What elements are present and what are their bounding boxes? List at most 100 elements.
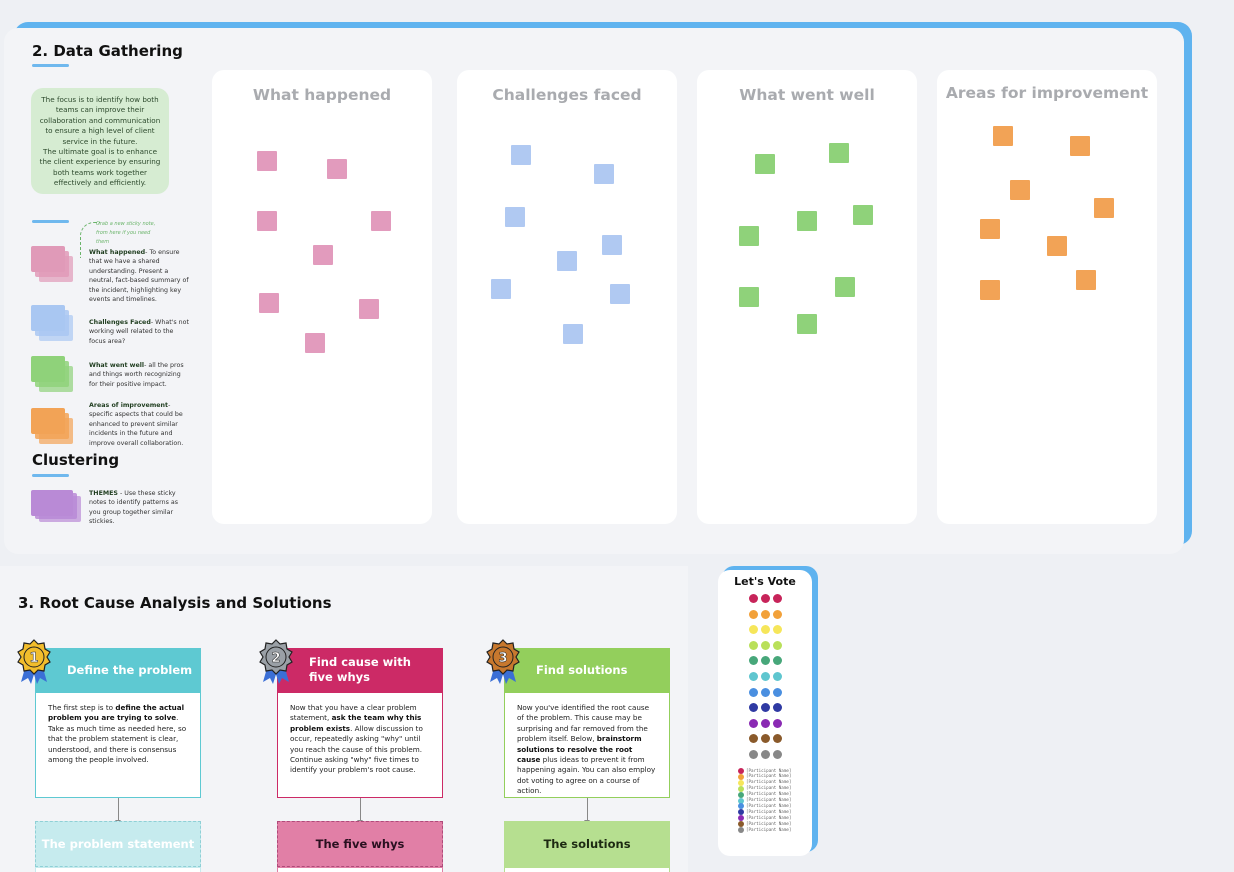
sticky-note[interactable] xyxy=(739,226,759,246)
step-3-output-area[interactable] xyxy=(504,867,670,872)
sticky-note[interactable] xyxy=(980,280,1000,300)
vote-dot[interactable] xyxy=(749,687,758,697)
vote-dot[interactable] xyxy=(773,594,782,603)
vote-dot[interactable] xyxy=(749,656,758,666)
vote-dot[interactable] xyxy=(773,703,782,713)
vote-dot[interactable] xyxy=(761,656,770,666)
column-areas-for-improvement[interactable]: Areas for improvement xyxy=(937,70,1157,524)
sticky-note[interactable] xyxy=(602,235,622,255)
column-what-happened[interactable]: What happened xyxy=(212,70,432,524)
vote-dot[interactable] xyxy=(773,750,782,759)
sticky-note[interactable] xyxy=(257,211,277,231)
participant-dot[interactable] xyxy=(738,779,744,786)
vote-dot[interactable] xyxy=(761,609,770,619)
what-happened-sticky-stack[interactable] xyxy=(31,246,73,282)
vote-dot[interactable] xyxy=(773,734,782,744)
challenges-faced-sticky-stack[interactable] xyxy=(31,305,73,341)
step-3-output-header[interactable]: The solutions xyxy=(504,821,670,867)
sticky-note[interactable] xyxy=(739,287,759,307)
what-went-well-sticky-stack[interactable] xyxy=(31,356,73,392)
sticky-note[interactable] xyxy=(980,219,1000,239)
sticky-note[interactable] xyxy=(1094,198,1114,218)
sticky-note[interactable] xyxy=(829,143,849,163)
vote-dot[interactable] xyxy=(749,594,758,603)
vote-dot[interactable] xyxy=(761,703,770,713)
vote-dot[interactable] xyxy=(773,672,782,681)
sticky-note[interactable] xyxy=(755,154,775,174)
sticky-note[interactable] xyxy=(305,333,325,353)
sticky-note[interactable] xyxy=(1076,270,1096,290)
sticky-note[interactable] xyxy=(1047,236,1067,256)
column-challenges-faced[interactable]: Challenges faced xyxy=(457,70,677,524)
vote-dot[interactable] xyxy=(749,625,758,635)
sticky-note[interactable] xyxy=(835,277,855,297)
vote-dot[interactable] xyxy=(761,640,770,650)
sticky-note[interactable] xyxy=(563,324,583,344)
participant-label: [Participant Name] xyxy=(746,802,792,808)
sticky-note[interactable] xyxy=(257,151,277,171)
vote-dot[interactable] xyxy=(773,718,782,728)
participant-dot[interactable] xyxy=(738,785,744,792)
step-2-output-header[interactable]: The five whys xyxy=(277,821,443,867)
vote-dot[interactable] xyxy=(773,640,782,650)
vote-dot[interactable] xyxy=(749,703,758,713)
sticky-note[interactable] xyxy=(1010,180,1030,200)
vote-dot[interactable] xyxy=(749,609,758,619)
sticky-note[interactable] xyxy=(511,145,531,165)
participant-dot[interactable] xyxy=(738,773,744,780)
sticky-note[interactable] xyxy=(505,207,525,227)
sticky-note[interactable] xyxy=(491,279,511,299)
sticky-note[interactable] xyxy=(853,205,873,225)
vote-dot[interactable] xyxy=(773,656,782,666)
vote-dot[interactable] xyxy=(761,687,770,697)
step-1-output-area[interactable] xyxy=(35,867,201,872)
participant-dot[interactable] xyxy=(738,827,744,833)
participant-dot[interactable] xyxy=(738,791,744,798)
themes-sticky-stack[interactable] xyxy=(31,490,85,522)
vote-dot[interactable] xyxy=(773,625,782,635)
sticky-note[interactable] xyxy=(1070,136,1090,156)
step-3-header[interactable]: Find solutions xyxy=(504,648,670,692)
step-1-header[interactable]: Define the problem xyxy=(35,648,201,692)
sticky-note[interactable] xyxy=(371,211,391,231)
participant-dot[interactable] xyxy=(738,821,744,828)
sticky-note[interactable] xyxy=(993,126,1013,146)
vote-dot[interactable] xyxy=(749,750,758,759)
participant-dot[interactable] xyxy=(738,815,744,822)
column-what-went-well[interactable]: What went well xyxy=(697,70,917,524)
sticky-note[interactable] xyxy=(259,293,279,313)
step-2-description: Now that you have a clear problem statem… xyxy=(277,692,443,798)
sticky-note[interactable] xyxy=(797,314,817,334)
sticky-note[interactable] xyxy=(610,284,630,304)
participant-dot[interactable] xyxy=(738,768,744,774)
sticky-note[interactable] xyxy=(557,251,577,271)
step-2-header[interactable]: Find cause with five whys xyxy=(277,648,443,692)
step-2-output-area[interactable] xyxy=(277,867,443,872)
participant-dot[interactable] xyxy=(738,803,744,810)
vote-dot[interactable] xyxy=(761,734,770,744)
vote-dot[interactable] xyxy=(749,718,758,728)
vote-dot[interactable] xyxy=(749,672,758,681)
vote-dot[interactable] xyxy=(749,734,758,744)
vote-dot[interactable] xyxy=(749,640,758,650)
sticky-note[interactable] xyxy=(327,159,347,179)
step-1-output-header[interactable]: The problem statement xyxy=(35,821,201,867)
sticky-note[interactable] xyxy=(359,299,379,319)
participant-dot[interactable] xyxy=(738,809,744,816)
sticky-note[interactable] xyxy=(594,164,614,184)
sticky-note[interactable] xyxy=(313,245,333,265)
vote-dot[interactable] xyxy=(773,687,782,697)
participant-dot[interactable] xyxy=(738,797,744,804)
what-happened-description: What happened- To ensure that we have a … xyxy=(89,249,189,304)
vote-dot[interactable] xyxy=(761,750,770,759)
areas-of-improvement-sticky-stack[interactable] xyxy=(31,408,73,444)
vote-dot[interactable] xyxy=(773,609,782,619)
vote-dot[interactable] xyxy=(761,672,770,681)
column-title: Challenges faced xyxy=(492,86,642,104)
vote-dot[interactable] xyxy=(761,594,770,603)
participant-label: [Participant Name] xyxy=(746,791,792,797)
sticky-note[interactable] xyxy=(797,211,817,231)
vote-dot[interactable] xyxy=(761,625,770,635)
intro-note[interactable]: The focus is to identify how both teams … xyxy=(31,88,169,194)
vote-dot[interactable] xyxy=(761,718,770,728)
